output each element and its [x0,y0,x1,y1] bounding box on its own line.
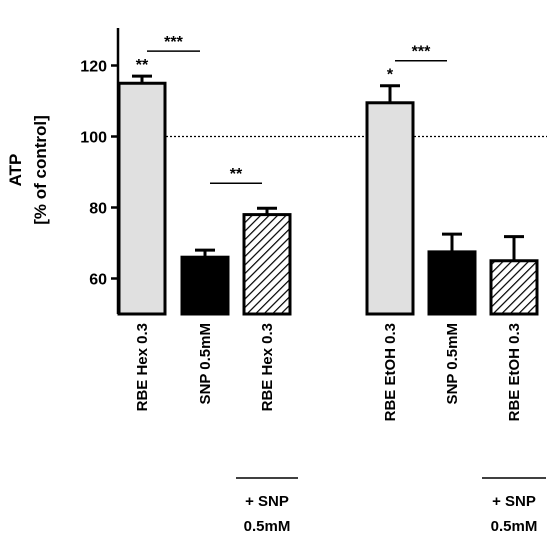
y-tick-label-2: 100 [80,130,107,147]
y-axis-label-line2: [% of control] [31,115,50,225]
significance-star-3: * [387,67,394,84]
y-tick-label-1: 80 [89,201,107,218]
bar-0 [117,81,167,316]
y-tick-label-3: 120 [80,59,107,76]
category-label-5: RBE EtOH 0.3 [506,323,523,421]
comparison-label-0: *** [164,34,183,51]
category-label-0: RBE Hex 0.3 [134,323,151,411]
significance-star-0: ** [136,57,149,74]
category-label-3: RBE EtOH 0.3 [382,323,399,421]
category-label-1: SNP 0.5mM [197,323,214,404]
bar-1 [180,255,230,316]
bar-2 [242,213,292,316]
y-axis-label-line1: ATP [6,154,25,187]
bar-3 [365,101,415,316]
y-tick-label-0: 60 [89,272,107,289]
bar-4 [427,250,477,316]
category-label-2: RBE Hex 0.3 [259,323,276,411]
category-label-4: SNP 0.5mM [444,323,461,404]
comparison-label-1: ** [230,166,243,183]
group-label-2-line2: 0.5mM [491,518,538,535]
group-label-2-line1: + SNP [492,493,536,510]
bar-5 [489,259,539,316]
comparison-label-2: *** [412,44,431,61]
group-label-1-line1: + SNP [245,493,289,510]
group-label-1-line2: 0.5mM [244,518,291,535]
